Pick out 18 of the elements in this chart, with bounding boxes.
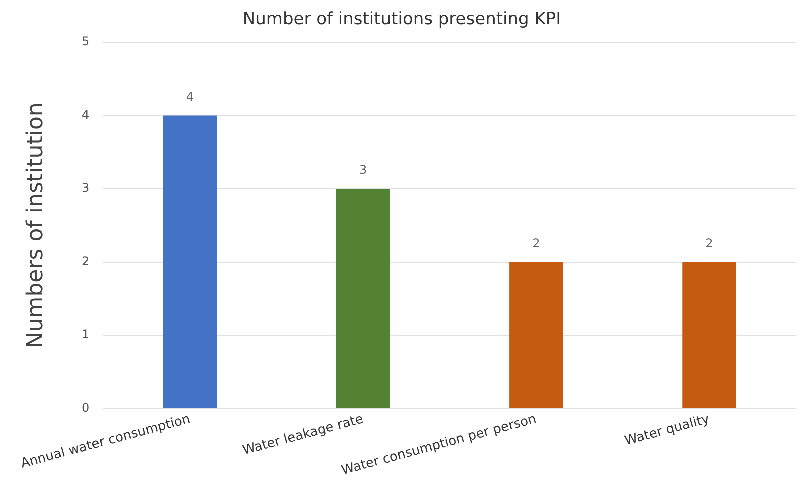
y-tick-label: 2 [82,254,90,268]
x-tick-label: Water leakage rate [241,412,366,459]
y-tick-label: 4 [82,108,90,122]
y-tick-label: 1 [82,328,90,342]
y-tick-label: 5 [82,34,90,49]
x-tick-label: Water quality [623,412,712,450]
y-axis-title: Numbers of institution [24,102,49,349]
y-tick-label: 0 [82,400,90,415]
y-tick-label: 3 [82,181,90,196]
data-label: 2 [706,236,714,250]
bar [510,262,564,408]
data-label: 2 [532,236,540,250]
bar [163,116,218,408]
bar [336,188,390,408]
data-label: 4 [186,90,194,104]
chart-title: Number of institutions presenting KPI [242,10,562,30]
data-label: 3 [359,163,368,178]
bar [682,262,736,408]
